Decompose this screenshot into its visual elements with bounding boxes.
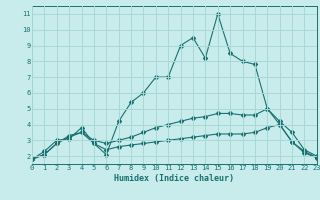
X-axis label: Humidex (Indice chaleur): Humidex (Indice chaleur) bbox=[115, 174, 234, 183]
